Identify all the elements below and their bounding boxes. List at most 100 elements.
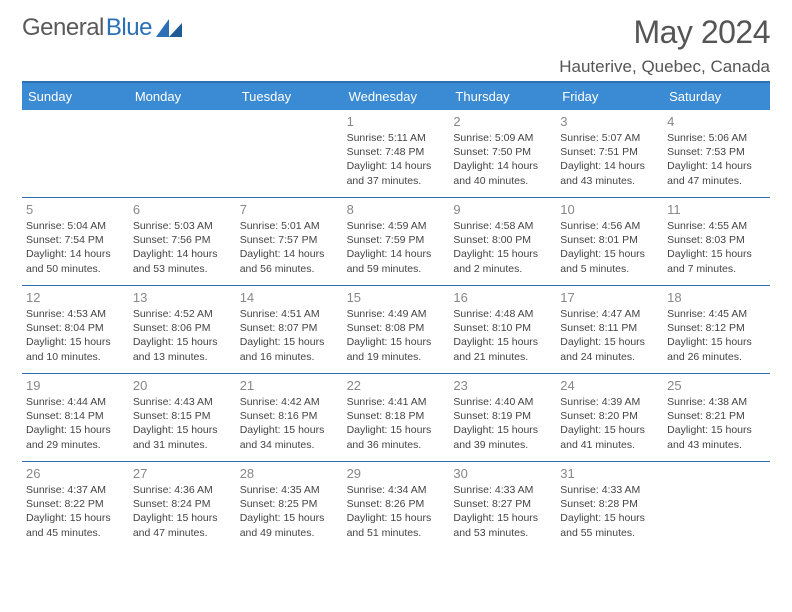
day-line: Daylight: 15 hours	[240, 335, 339, 349]
day-line: and 51 minutes.	[347, 526, 446, 540]
day-number: 14	[240, 290, 339, 305]
day-line: Sunrise: 4:41 AM	[347, 395, 446, 409]
day-line: Daylight: 14 hours	[453, 159, 552, 173]
day-number: 11	[667, 202, 766, 217]
month-title: May 2024	[633, 14, 770, 51]
day-number: 16	[453, 290, 552, 305]
day-line: Sunrise: 5:03 AM	[133, 219, 232, 233]
calendar-cell: 6 Sunrise: 5:03 AMSunset: 7:56 PMDaylight…	[129, 198, 236, 286]
weekday-header: Monday	[129, 83, 236, 110]
day-line: and 49 minutes.	[240, 526, 339, 540]
day-line: Daylight: 15 hours	[240, 511, 339, 525]
day-line: Sunrise: 4:44 AM	[26, 395, 125, 409]
calendar-cell: 12Sunrise: 4:53 AMSunset: 8:04 PMDayligh…	[22, 286, 129, 374]
day-number: 2	[453, 114, 552, 129]
day-line: Daylight: 14 hours	[560, 159, 659, 173]
logo-icon	[154, 14, 182, 42]
calendar-cell: 5Sunrise: 5:04 AMSunset: 7:54 PMDaylight…	[22, 198, 129, 286]
calendar-cell	[129, 110, 236, 198]
day-line: and 59 minutes.	[347, 262, 446, 276]
day-line: Daylight: 14 hours	[347, 159, 446, 173]
day-number: 7	[240, 202, 339, 217]
day-line: Sunset: 8:28 PM	[560, 497, 659, 511]
day-line: Sunset: 8:12 PM	[667, 321, 766, 335]
day-line: and 16 minutes.	[240, 350, 339, 364]
calendar-cell: 28Sunrise: 4:35 AMSunset: 8:25 PMDayligh…	[236, 462, 343, 550]
calendar-cell: 9Sunrise: 4:58 AMSunset: 8:00 PMDaylight…	[449, 198, 556, 286]
calendar-cell: 3Sunrise: 5:07 AMSunset: 7:51 PMDaylight…	[556, 110, 663, 198]
day-line: and 53 minutes.	[453, 526, 552, 540]
day-number: 28	[240, 466, 339, 481]
day-line: Daylight: 15 hours	[133, 511, 232, 525]
day-line: Daylight: 15 hours	[133, 335, 232, 349]
weekday-header: Thursday	[449, 83, 556, 110]
day-number: 18	[667, 290, 766, 305]
day-line: Sunset: 7:51 PM	[560, 145, 659, 159]
calendar-cell: 13Sunrise: 4:52 AMSunset: 8:06 PMDayligh…	[129, 286, 236, 374]
day-number: 26	[26, 466, 125, 481]
title-block: May 2024	[633, 14, 770, 51]
day-line: Sunset: 8:10 PM	[453, 321, 552, 335]
logo-text-1: General	[22, 14, 104, 42]
day-line: Sunrise: 5:07 AM	[560, 131, 659, 145]
day-line: Sunrise: 4:33 AM	[560, 483, 659, 497]
day-line: Daylight: 15 hours	[560, 511, 659, 525]
day-line: Sunset: 8:20 PM	[560, 409, 659, 423]
day-line: Sunset: 7:56 PM	[133, 233, 232, 247]
day-line: and 55 minutes.	[560, 526, 659, 540]
calendar-cell: 18Sunrise: 4:45 AMSunset: 8:12 PMDayligh…	[663, 286, 770, 374]
day-line: Sunset: 8:18 PM	[347, 409, 446, 423]
day-number: 22	[347, 378, 446, 393]
day-line: Daylight: 15 hours	[560, 423, 659, 437]
day-line: Sunset: 8:08 PM	[347, 321, 446, 335]
day-line: Sunset: 8:11 PM	[560, 321, 659, 335]
day-line: Daylight: 14 hours	[347, 247, 446, 261]
weekday-header: Sunday	[22, 83, 129, 110]
calendar-cell: 4Sunrise: 5:06 AMSunset: 7:53 PMDaylight…	[663, 110, 770, 198]
day-line: Sunrise: 5:01 AM	[240, 219, 339, 233]
calendar-cell: 14Sunrise: 4:51 AMSunset: 8:07 PMDayligh…	[236, 286, 343, 374]
calendar-cell	[236, 110, 343, 198]
day-number: 15	[347, 290, 446, 305]
day-line: and 47 minutes.	[133, 526, 232, 540]
day-line: and 50 minutes.	[26, 262, 125, 276]
day-line: Sunrise: 5:06 AM	[667, 131, 766, 145]
day-line: Daylight: 15 hours	[26, 335, 125, 349]
day-line: Sunset: 8:21 PM	[667, 409, 766, 423]
day-number: 8	[347, 202, 446, 217]
day-line: Daylight: 14 hours	[133, 247, 232, 261]
day-line: Sunrise: 4:49 AM	[347, 307, 446, 321]
calendar-cell: 17Sunrise: 4:47 AMSunset: 8:11 PMDayligh…	[556, 286, 663, 374]
day-line: Sunset: 8:00 PM	[453, 233, 552, 247]
logo: GeneralBlue	[22, 14, 182, 42]
day-line: Daylight: 15 hours	[560, 247, 659, 261]
day-number: 1	[347, 114, 446, 129]
day-number: 24	[560, 378, 659, 393]
day-line: and 2 minutes.	[453, 262, 552, 276]
day-line: and 10 minutes.	[26, 350, 125, 364]
day-line: Sunset: 8:04 PM	[26, 321, 125, 335]
day-line: and 29 minutes.	[26, 438, 125, 452]
calendar-cell: 11Sunrise: 4:55 AMSunset: 8:03 PMDayligh…	[663, 198, 770, 286]
day-number: 27	[133, 466, 232, 481]
day-line: Daylight: 15 hours	[667, 423, 766, 437]
day-number: 30	[453, 466, 552, 481]
day-line: Sunrise: 5:04 AM	[26, 219, 125, 233]
day-line: and 41 minutes.	[560, 438, 659, 452]
day-line: Daylight: 15 hours	[347, 335, 446, 349]
calendar-cell: 7 Sunrise: 5:01 AMSunset: 7:57 PMDaylight…	[236, 198, 343, 286]
calendar-cell: 30Sunrise: 4:33 AMSunset: 8:27 PMDayligh…	[449, 462, 556, 550]
day-line: Sunrise: 4:52 AM	[133, 307, 232, 321]
day-number: 6	[133, 202, 232, 217]
day-line: Sunset: 8:01 PM	[560, 233, 659, 247]
calendar-cell	[22, 110, 129, 198]
calendar-cell: 26Sunrise: 4:37 AMSunset: 8:22 PMDayligh…	[22, 462, 129, 550]
calendar-cell: 23Sunrise: 4:40 AMSunset: 8:19 PMDayligh…	[449, 374, 556, 462]
day-line: Sunrise: 4:36 AM	[133, 483, 232, 497]
day-line: Sunset: 7:59 PM	[347, 233, 446, 247]
day-line: Sunset: 7:57 PM	[240, 233, 339, 247]
day-line: and 39 minutes.	[453, 438, 552, 452]
day-number: 5	[26, 202, 125, 217]
day-line: Sunrise: 4:48 AM	[453, 307, 552, 321]
day-line: Daylight: 14 hours	[240, 247, 339, 261]
